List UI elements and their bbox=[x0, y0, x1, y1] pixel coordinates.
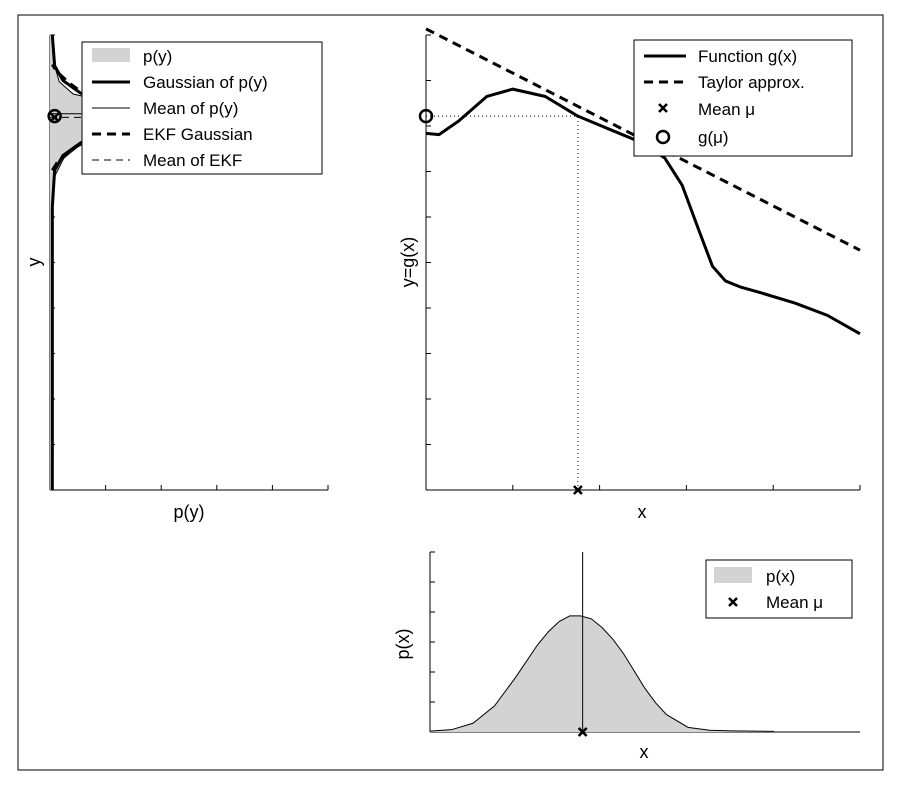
legend-cross-marker-px bbox=[728, 597, 738, 607]
series-outline-p(x) bbox=[429, 615, 775, 732]
legend-label-py-mean: Mean of p(y) bbox=[143, 99, 238, 118]
marker-circle-g(μ) bbox=[418, 108, 434, 124]
legend-label-gmu: g(μ) bbox=[698, 128, 729, 147]
px-xlabel: x bbox=[640, 742, 649, 762]
legend-label-py: p(y) bbox=[143, 47, 172, 66]
legend-label-py-gaussian: Gaussian of p(y) bbox=[143, 73, 268, 92]
px-ylabel: p(x) bbox=[393, 629, 413, 660]
legend-label-px: p(x) bbox=[766, 567, 795, 586]
gx-legend: Function g(x) Taylor approx. Mean μ g(μ) bbox=[633, 39, 853, 157]
legend-label-mean: Mean μ bbox=[698, 100, 755, 119]
series-fill-p(x) bbox=[430, 615, 774, 732]
py-legend: p(y) Gaussian of p(y) Mean of p(y) EKF G… bbox=[81, 41, 323, 175]
legend-swatch-px-fill bbox=[714, 567, 752, 583]
marker-cross-Mean bbox=[49, 112, 60, 123]
legend-label-ekf-mean: Mean of EKF bbox=[143, 151, 242, 170]
series-line-Function g(x) bbox=[425, 87, 861, 336]
legend-label-px-mean: Mean μ bbox=[766, 593, 823, 612]
legend-label-function: Function g(x) bbox=[698, 47, 797, 66]
gx-panel: x y=g(x) Function g(x) Taylor approx. Me… bbox=[398, 27, 861, 522]
legend-label-taylor: Taylor approx. bbox=[698, 73, 805, 92]
py-xlabel: p(y) bbox=[174, 502, 205, 522]
gx-xlabel: x bbox=[638, 502, 647, 522]
legend-label-ekf-gaussian: EKF Gaussian bbox=[143, 125, 253, 144]
marker-cross-Mean μ bbox=[577, 727, 588, 737]
px-panel: x p(x) p(x) Mean μ bbox=[393, 551, 860, 762]
legend-swatch-py-fill bbox=[92, 48, 130, 62]
py-ylabel: y bbox=[24, 258, 44, 267]
legend-cross-marker bbox=[658, 103, 668, 113]
marker-cross-Mean μ bbox=[573, 485, 583, 495]
py-panel: p(y) y p(y) Gaussian of p(y) Mean of p(y… bbox=[24, 34, 329, 522]
marker-circle-g(μ) bbox=[47, 108, 62, 124]
px-legend: p(x) Mean μ bbox=[705, 559, 853, 619]
legend-circle-marker bbox=[655, 129, 671, 145]
gx-ylabel: y=g(x) bbox=[398, 237, 418, 288]
